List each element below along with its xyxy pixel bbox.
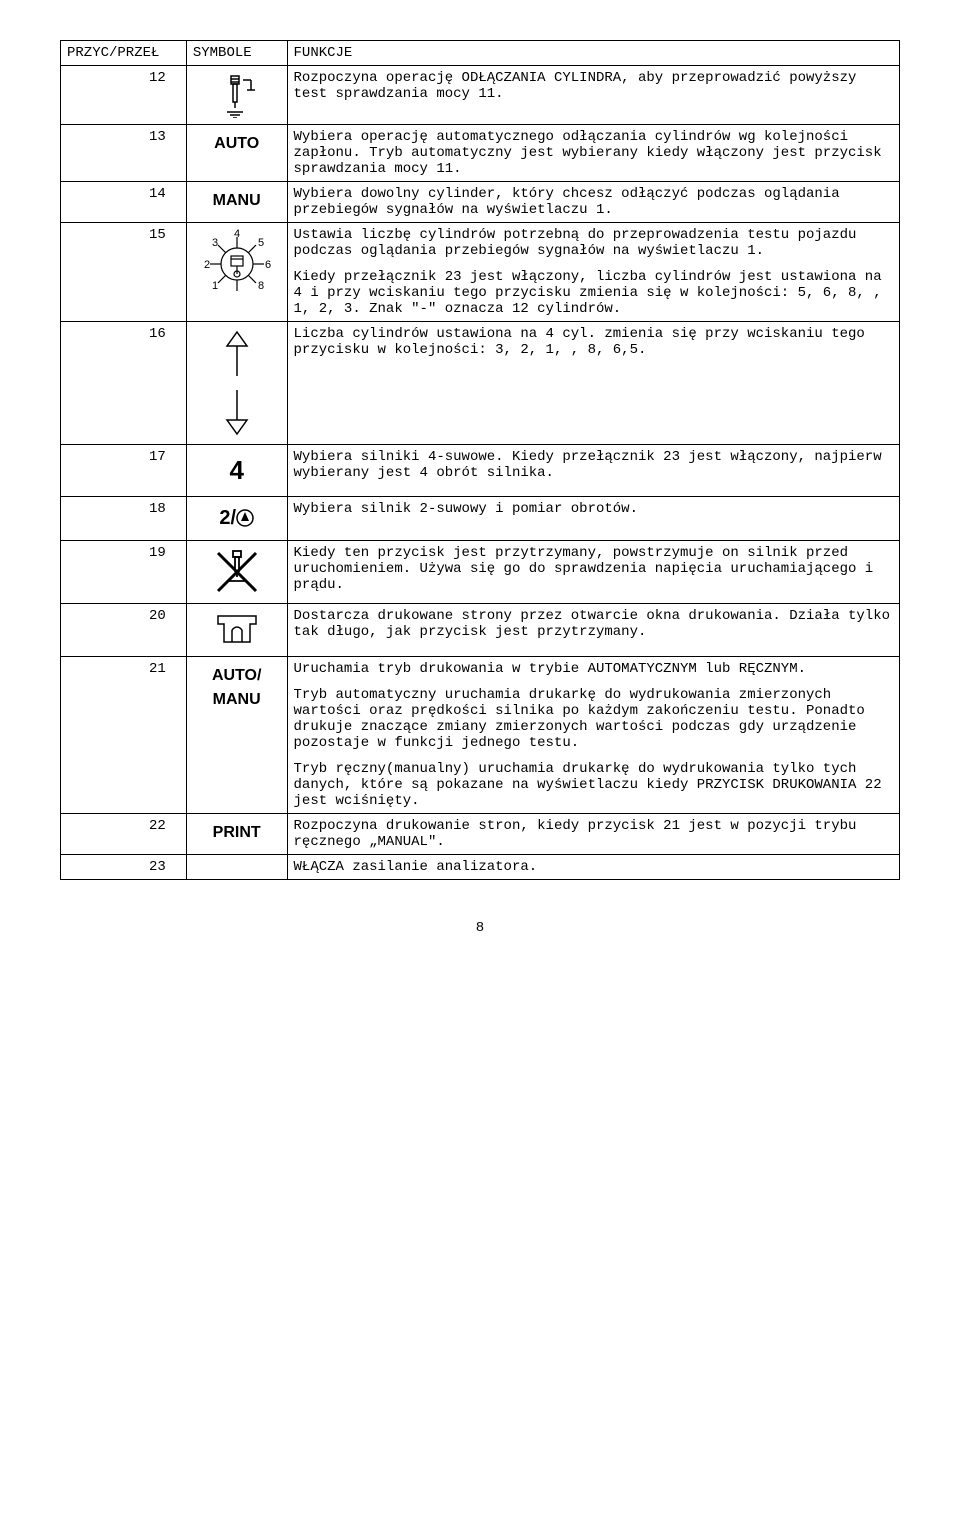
function-paragraph: Uruchamia tryb drukowania w trybie AUTOM… — [294, 661, 893, 677]
svg-text:1: 1 — [212, 280, 218, 292]
function-paragraph: Wybiera operację automatycznego odłączan… — [294, 129, 893, 177]
row-number: 13 — [61, 125, 187, 182]
row-number: 14 — [61, 182, 187, 223]
no-spark-icon — [212, 547, 262, 597]
svg-text:4: 4 — [234, 229, 240, 240]
table-row: 20 Dostarcza drukowane strony przez otwar… — [61, 604, 900, 657]
table-row: 14 MANU Wybiera dowolny cylinder, który ch… — [61, 182, 900, 223]
table-row: 21AUTO/MANUUruchamia tryb drukowania w t… — [61, 657, 900, 814]
function-paragraph: WŁĄCZA zasilanie analizatora. — [294, 859, 893, 875]
row-function: Liczba cylindrów ustawiona na 4 cyl. zmi… — [287, 322, 899, 445]
row-function: Ustawia liczbę cylindrów potrzebną do pr… — [287, 223, 899, 322]
row-symbol: PRINT — [186, 814, 287, 855]
table-row: 22 PRINT Rozpoczyna drukowanie stron, kied… — [61, 814, 900, 855]
row-function: Rozpoczyna operację ODŁĄCZANIA CYLINDRA,… — [287, 66, 899, 125]
row-symbol — [186, 322, 287, 445]
row-number: 22 — [61, 814, 187, 855]
row-function: Wybiera silnik 2-suwowy i pomiar obrotów… — [287, 497, 899, 541]
row-symbol — [186, 66, 287, 125]
symbol-two-rpm: 2/ — [193, 507, 281, 530]
row-function: Wybiera operację automatycznego odłączan… — [287, 125, 899, 182]
row-number: 16 — [61, 322, 187, 445]
sparkplug-icon — [217, 72, 257, 118]
svg-text:2: 2 — [204, 259, 210, 271]
symbol-text: AUTO — [193, 135, 281, 153]
table-row: 12 Rozpoczyna operację ODŁĄCZANIA CYLINDR… — [61, 66, 900, 125]
row-function: Dostarcza drukowane strony przez otwarci… — [287, 604, 899, 657]
header-col2: SYMBOLE — [186, 41, 287, 66]
row-function: Rozpoczyna drukowanie stron, kiedy przyc… — [287, 814, 899, 855]
row-symbol: MANU — [186, 182, 287, 223]
row-symbol — [186, 604, 287, 657]
row-symbol — [186, 855, 287, 880]
table-row: 19 Kiedy ten przycisk jest przytrzymany, … — [61, 541, 900, 604]
row-number: 18 — [61, 497, 187, 541]
row-function: WŁĄCZA zasilanie analizatora. — [287, 855, 899, 880]
function-paragraph: Kiedy przełącznik 23 jest włączony, licz… — [294, 269, 893, 317]
row-symbol — [186, 541, 287, 604]
function-paragraph: Rozpoczyna operację ODŁĄCZANIA CYLINDRA,… — [294, 70, 893, 102]
row-number: 17 — [61, 445, 187, 497]
function-paragraph: Liczba cylindrów ustawiona na 4 cyl. zmi… — [294, 326, 893, 358]
row-number: 21 — [61, 657, 187, 814]
function-paragraph: Ustawia liczbę cylindrów potrzebną do pr… — [294, 227, 893, 259]
row-function: Wybiera silniki 4-suwowe. Kiedy przełącz… — [287, 445, 899, 497]
table-row: 16 Liczba cylindrów ustawiona na 4 cyl. z… — [61, 322, 900, 445]
up-down-arrows-icon — [217, 328, 257, 438]
symbol-four: 4 — [193, 455, 281, 486]
row-number: 19 — [61, 541, 187, 604]
function-paragraph: Wybiera silniki 4-suwowe. Kiedy przełącz… — [294, 449, 893, 481]
header-col1: PRZYC/PRZEŁ — [61, 41, 187, 66]
table-header-row: PRZYC/PRZEŁ SYMBOLE FUNKCJE — [61, 41, 900, 66]
row-symbol: 4 568 123 — [186, 223, 287, 322]
svg-text:3: 3 — [212, 237, 218, 249]
table-row: 18 2/Wybiera silnik 2-suwowy i pomiar obr… — [61, 497, 900, 541]
function-paragraph: Tryb ręczny(manualny) uruchamia drukarkę… — [294, 761, 893, 809]
row-symbol: AUTO/MANU — [186, 657, 287, 814]
table-row: 23 WŁĄCZA zasilanie analizatora. — [61, 855, 900, 880]
symbol-text: MANU — [193, 192, 281, 210]
function-paragraph: Wybiera dowolny cylinder, który chcesz o… — [294, 186, 893, 218]
row-function: Uruchamia tryb drukowania w trybie AUTOM… — [287, 657, 899, 814]
svg-text:5: 5 — [258, 237, 264, 249]
row-number: 15 — [61, 223, 187, 322]
function-paragraph: Wybiera silnik 2-suwowy i pomiar obrotów… — [294, 501, 893, 517]
functions-table: PRZYC/PRZEŁ SYMBOLE FUNKCJE 12 Rozpoczyna… — [60, 40, 900, 880]
page-number: 8 — [60, 920, 900, 936]
table-row: 174 Wybiera silniki 4-suwowe. Kiedy przeł… — [61, 445, 900, 497]
function-paragraph: Rozpoczyna drukowanie stron, kiedy przyc… — [294, 818, 893, 850]
function-paragraph: Dostarcza drukowane strony przez otwarci… — [294, 608, 893, 640]
svg-text:8: 8 — [258, 280, 264, 292]
header-col3: FUNKCJE — [287, 41, 899, 66]
row-number: 20 — [61, 604, 187, 657]
table-row: 13 AUTO Wybiera operację automatycznego od… — [61, 125, 900, 182]
row-number: 12 — [61, 66, 187, 125]
symbol-text: PRINT — [193, 824, 281, 842]
row-symbol: 2/ — [186, 497, 287, 541]
row-function: Kiedy ten przycisk jest przytrzymany, po… — [287, 541, 899, 604]
symbol-text-line1: AUTO/ — [193, 667, 281, 685]
symbol-text-line2: MANU — [193, 691, 281, 709]
row-number: 23 — [61, 855, 187, 880]
svg-text:6: 6 — [265, 259, 271, 271]
function-paragraph: Kiedy ten przycisk jest przytrzymany, po… — [294, 545, 893, 593]
row-symbol: 4 — [186, 445, 287, 497]
function-paragraph: Tryb automatyczny uruchamia drukarkę do … — [294, 687, 893, 751]
table-row: 15 4 568 123 Ustawia liczbę cylindrów potrz… — [61, 223, 900, 322]
row-function: Wybiera dowolny cylinder, który chcesz o… — [287, 182, 899, 223]
row-symbol: AUTO — [186, 125, 287, 182]
printer-icon — [212, 610, 262, 650]
engine-cylinder-icon: 4 568 123 — [202, 229, 272, 299]
